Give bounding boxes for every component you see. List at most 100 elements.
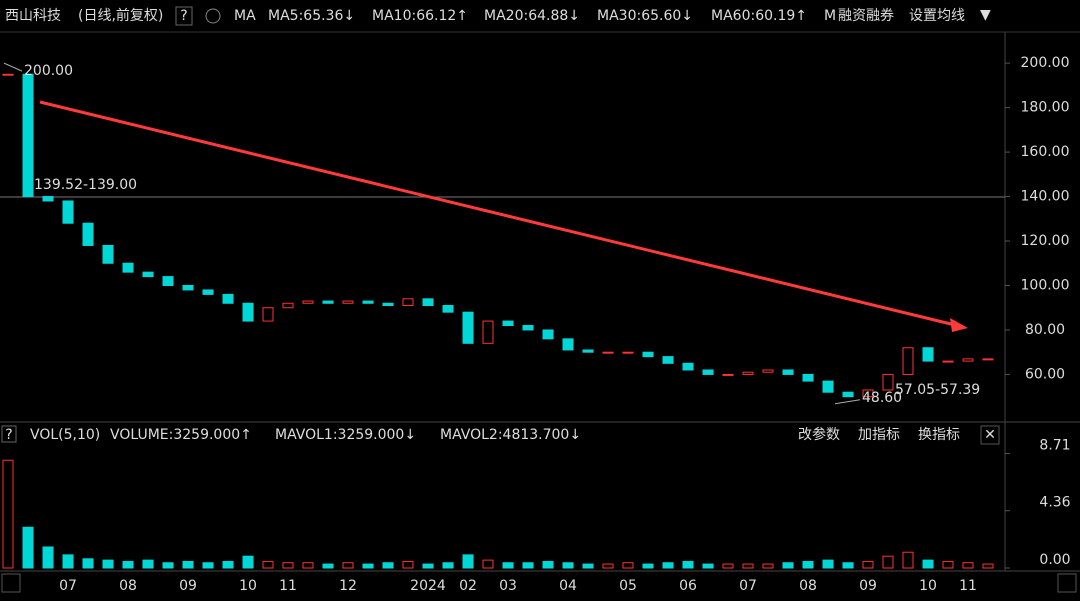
volume-bar bbox=[922, 559, 934, 569]
volume-bar bbox=[942, 560, 954, 569]
volume-bar bbox=[682, 560, 694, 569]
button[interactable]: 设置均线 bbox=[909, 8, 965, 24]
y-tick-label: 0.00 bbox=[1039, 552, 1070, 568]
volume-bar bbox=[622, 562, 634, 569]
panel-title: VOL(5,10) bbox=[30, 427, 100, 443]
volume-bar bbox=[462, 554, 474, 569]
candle bbox=[602, 351, 614, 354]
ma-value: MA10:66.12↑ bbox=[372, 8, 468, 24]
candle bbox=[162, 276, 174, 286]
candle bbox=[302, 300, 314, 304]
x-tick-label: 09 bbox=[859, 578, 877, 594]
ma-label: MA bbox=[234, 8, 256, 24]
volume-bar bbox=[422, 563, 434, 569]
candle bbox=[262, 307, 274, 322]
ma-value: MA30:65.60↓ bbox=[597, 8, 693, 24]
button[interactable]: 换指标 bbox=[918, 426, 960, 443]
range-label: 57.05-57.39 bbox=[895, 382, 980, 398]
volume-bar bbox=[662, 562, 674, 569]
ma-value: MA60:60.19↑ bbox=[711, 8, 807, 24]
candle bbox=[102, 244, 114, 264]
ma-more: M bbox=[824, 8, 836, 24]
ma-value: MA20:64.88↓ bbox=[484, 8, 580, 24]
volume-bar bbox=[762, 563, 774, 569]
candle bbox=[142, 271, 154, 278]
candle bbox=[742, 371, 754, 375]
candle bbox=[482, 320, 494, 344]
candle bbox=[662, 356, 674, 364]
help-icon[interactable] bbox=[175, 6, 193, 26]
volume-bar bbox=[102, 559, 114, 569]
x-tick-label: 09 bbox=[179, 578, 197, 594]
volume-bar bbox=[722, 563, 734, 569]
candle bbox=[2, 73, 14, 76]
x-tick-label: 10 bbox=[239, 578, 257, 594]
x-tick-label: 11 bbox=[279, 578, 297, 594]
help-glyph: ? bbox=[180, 8, 187, 24]
volume-bar bbox=[522, 562, 534, 569]
candle bbox=[982, 358, 994, 361]
volume-bar bbox=[42, 546, 54, 569]
volume-bar bbox=[362, 563, 374, 569]
button[interactable]: 加指标 bbox=[858, 427, 900, 443]
volume-bar bbox=[302, 562, 314, 569]
volume-bar bbox=[242, 555, 254, 569]
volume-bar bbox=[782, 562, 794, 569]
candle bbox=[22, 73, 34, 198]
x-tick-label: 11 bbox=[959, 578, 977, 594]
candle bbox=[702, 369, 714, 375]
y-tick-label: 100.00 bbox=[1021, 277, 1070, 293]
volume-bar bbox=[182, 560, 194, 569]
settings-icon[interactable] bbox=[205, 8, 221, 24]
volume-bar bbox=[442, 562, 454, 569]
volume-bar bbox=[382, 562, 394, 569]
candle bbox=[202, 289, 214, 295]
stock-name: 西山科技 bbox=[5, 8, 61, 24]
button[interactable]: 改参数 bbox=[798, 426, 840, 443]
y-tick-label: 200.00 bbox=[1021, 55, 1070, 71]
y-tick-label: 120.00 bbox=[1021, 233, 1070, 249]
candle bbox=[782, 369, 794, 375]
candle bbox=[642, 351, 654, 358]
candle bbox=[942, 360, 954, 363]
volume-bar bbox=[702, 563, 714, 569]
candle bbox=[542, 329, 554, 340]
candle bbox=[322, 300, 334, 304]
volume-bar bbox=[222, 560, 234, 569]
period: (日线,前复权) bbox=[78, 7, 163, 24]
candle bbox=[522, 325, 534, 331]
help-box bbox=[1, 425, 17, 443]
candle bbox=[562, 338, 574, 351]
volume-bar bbox=[482, 559, 494, 569]
volume-bar bbox=[842, 562, 854, 569]
candle bbox=[762, 369, 774, 373]
volume-bar bbox=[502, 562, 514, 569]
candle bbox=[182, 284, 194, 291]
scroll-left[interactable] bbox=[1, 573, 21, 593]
y-tick-label: 160.00 bbox=[1021, 144, 1070, 160]
volume-bar bbox=[322, 563, 334, 569]
y-tick-label: 8.71 bbox=[1039, 438, 1070, 454]
close-box[interactable] bbox=[980, 425, 1000, 445]
x-tick-label: 07 bbox=[739, 578, 757, 594]
x-tick-label: 06 bbox=[679, 578, 697, 594]
help-glyph: ? bbox=[5, 427, 12, 443]
legend-entry: MAVOL2:4813.700↓ bbox=[440, 427, 581, 443]
volume-bar bbox=[142, 559, 154, 569]
x-tick-label: 03 bbox=[499, 578, 517, 594]
candle bbox=[822, 380, 834, 393]
candle bbox=[962, 358, 974, 362]
volume-bar bbox=[742, 563, 754, 569]
candle bbox=[42, 196, 54, 202]
button[interactable]: 融资融券 bbox=[838, 8, 894, 24]
ma-value: MA5:65.36↓ bbox=[268, 8, 355, 24]
x-tick-label: 02 bbox=[459, 578, 477, 594]
candle bbox=[342, 300, 354, 304]
scroll-right[interactable] bbox=[1057, 573, 1077, 593]
volume-bar bbox=[602, 563, 614, 569]
candle bbox=[422, 298, 434, 306]
volume-bar bbox=[22, 526, 34, 569]
volume-bar bbox=[202, 562, 214, 569]
candle bbox=[242, 302, 254, 322]
